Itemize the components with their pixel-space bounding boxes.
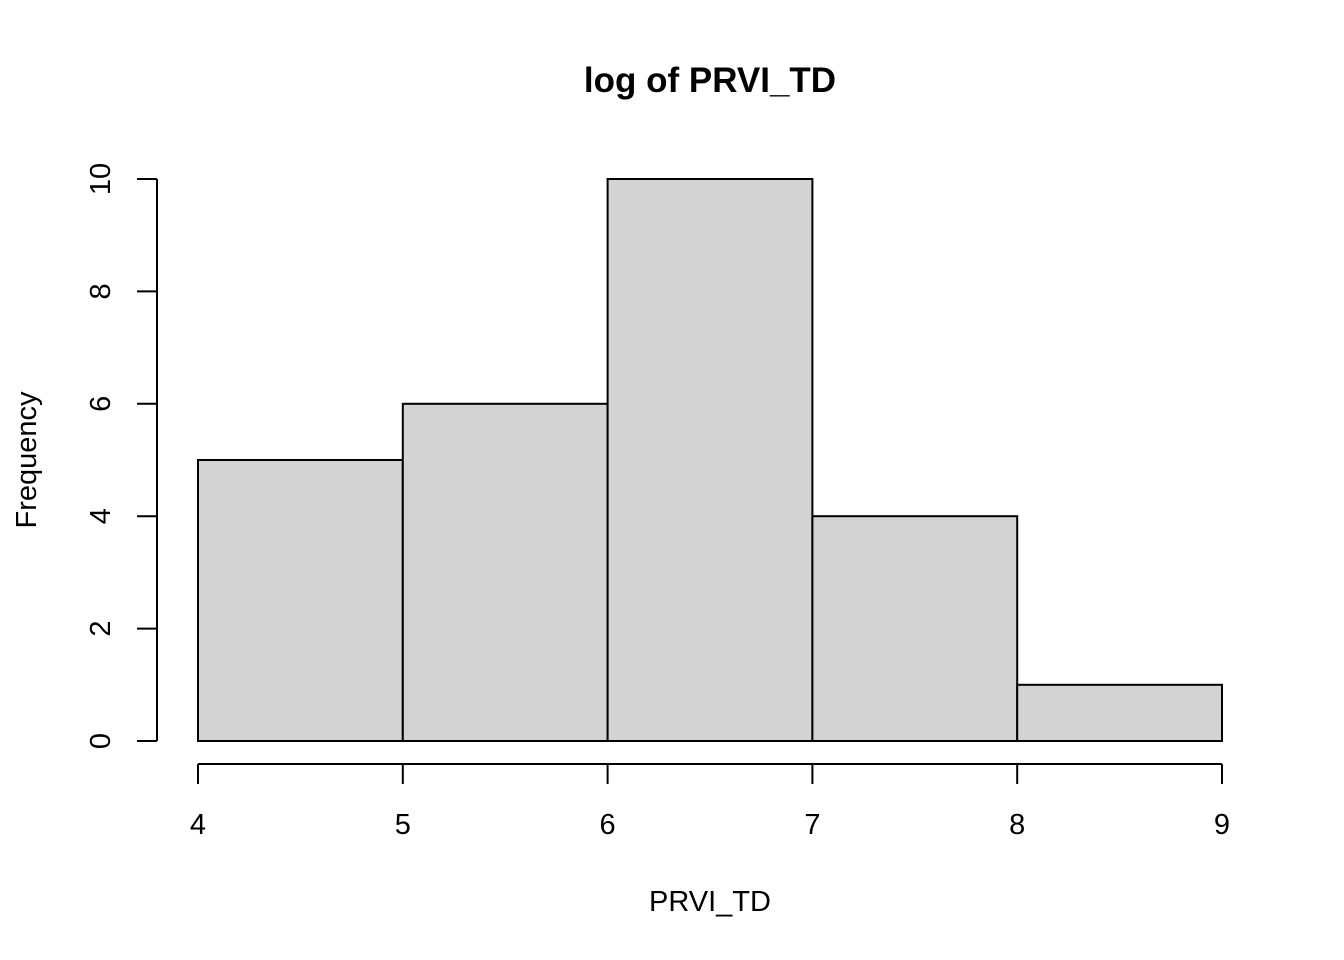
histogram-bar-1	[401, 402, 609, 742]
x-axis: 4 5 6 7 8 9	[190, 763, 1230, 841]
chart-title: log of PRVI_TD	[584, 61, 836, 100]
y-tick-label: 10	[85, 163, 117, 195]
x-tick-label: 9	[1214, 809, 1230, 841]
y-tick-label: 4	[85, 508, 117, 524]
x-tick-label: 5	[395, 809, 411, 841]
y-tick-label: 8	[85, 283, 117, 299]
y-axis: 0 2 4 6 8 10	[85, 163, 158, 749]
y-tick-label: 2	[85, 621, 117, 637]
y-tick-label: 6	[85, 396, 117, 412]
histogram-bar-3	[811, 515, 1019, 743]
x-tick-label: 6	[600, 809, 616, 841]
histogram-bar-0	[197, 459, 404, 742]
x-tick-label: 4	[190, 809, 206, 841]
histogram-bar-2	[606, 178, 814, 742]
y-axis-label: Frequency	[11, 391, 43, 529]
y-tick-label: 0	[85, 733, 117, 749]
x-axis-label: PRVI_TD	[649, 886, 771, 918]
bars-group	[197, 178, 1224, 743]
x-tick-label: 8	[1009, 809, 1025, 841]
histogram-bar-4	[1016, 683, 1224, 742]
x-tick-label: 7	[804, 809, 820, 841]
